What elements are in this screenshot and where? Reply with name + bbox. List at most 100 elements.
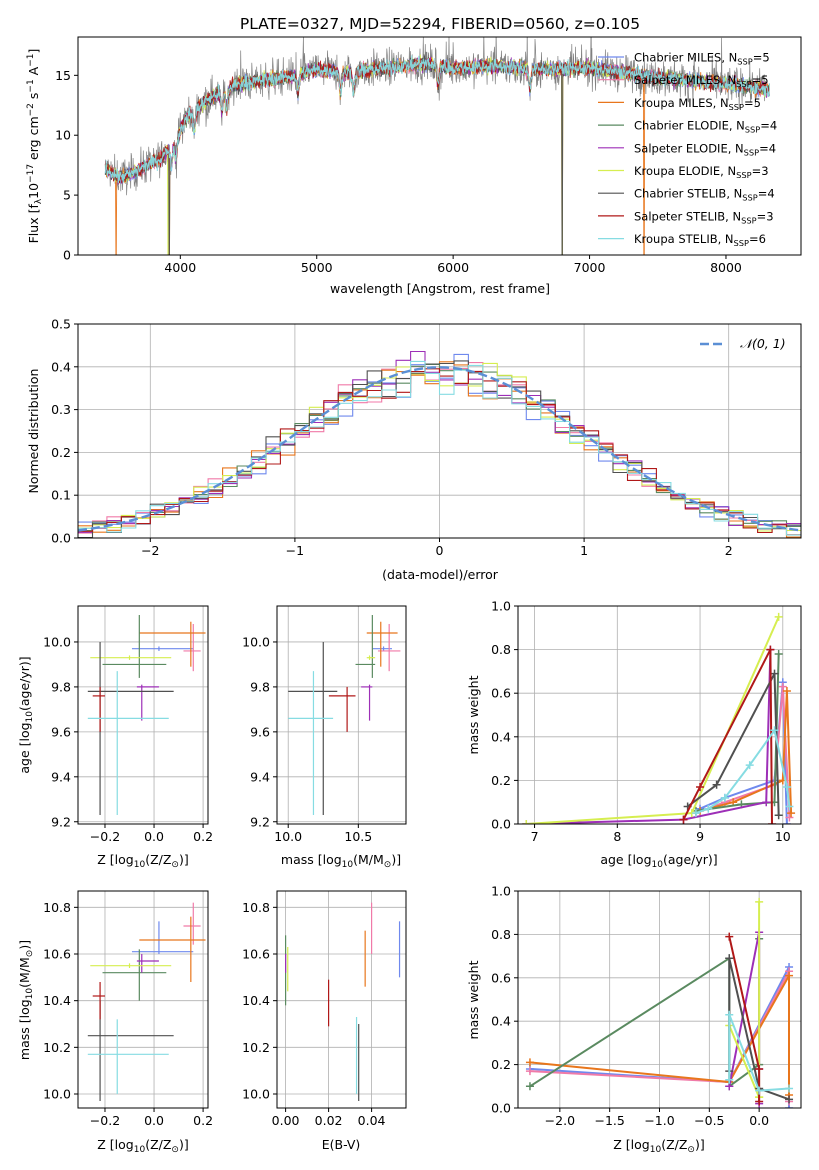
legend-entry-part: =5 xyxy=(752,73,769,87)
mass-weight-marker xyxy=(745,761,754,770)
mass-weight-marker xyxy=(782,687,791,696)
x-tick-label: 4000 xyxy=(164,260,196,275)
y-axis-label-part: A xyxy=(26,66,41,79)
mass-weight-marker xyxy=(679,815,688,824)
x-axis-label-part: )] xyxy=(695,1137,705,1152)
x-axis-label-part: mass [log xyxy=(281,852,342,867)
x-tick-label: 0.02 xyxy=(315,1113,343,1128)
x-axis-label: wavelength [Angstrom, rest frame] xyxy=(330,281,550,296)
x-axis-label: Z [log10(Z/Z⊙)] xyxy=(97,852,188,870)
plot-area xyxy=(78,606,208,824)
legend-entry-part: SSP xyxy=(734,238,749,248)
mass-weight-marker xyxy=(770,726,779,735)
y-tick-label: 9.8 xyxy=(250,679,270,694)
model-spectrum-line xyxy=(104,55,770,184)
x-axis-label: Z [log10(Z/Z⊙)] xyxy=(613,1137,704,1155)
mass-weight-line xyxy=(526,649,772,824)
x-axis-label: mass [log10(M/M⊙)] xyxy=(281,852,401,870)
data-layer xyxy=(525,897,794,1108)
x-tick-label: 5000 xyxy=(301,260,333,275)
legend-entry-part: SSP xyxy=(737,57,752,67)
y-tick-label: 0.1 xyxy=(51,488,71,503)
legend-entry-part: Kroupa STELIB, N xyxy=(634,232,734,246)
y-axis-label: mass [log10(M/M⊙)] xyxy=(17,940,35,1060)
axes-age-vs-mass: 10.0 10.5 9.2 9.4 9.6 9.8 10.0 mass [log10(M/M⊙… xyxy=(242,605,407,870)
y-tick-label: 10.2 xyxy=(242,1040,270,1055)
y-tick-label: 0.6 xyxy=(491,970,511,985)
mass-weight-marker xyxy=(785,971,794,980)
mass-weight-marker xyxy=(755,1064,764,1073)
x-tick-label: 0.0 xyxy=(144,1113,164,1128)
legend-entry-part: SSP xyxy=(742,193,757,203)
mass-weight-marker xyxy=(720,793,729,802)
axes-mass-vs-Z: −0.2 0.0 0.210.010.210.410.610.8Z [log10(Z… xyxy=(17,890,213,1155)
mass-weight-marker xyxy=(525,1067,534,1076)
legend-entry: Salpeter MILES, NSSP=5 xyxy=(634,73,769,89)
histogram-step-line xyxy=(78,360,801,536)
mass-weight-line xyxy=(728,1013,790,1092)
legend-entry: Kroupa ELODIE, NSSP=3 xyxy=(634,164,769,180)
x-axis-label-part: ⊙ xyxy=(384,860,392,870)
y-axis-label-part: age [log xyxy=(17,722,32,773)
y-tick-label: 9.4 xyxy=(51,769,71,784)
y-axis-label-part: −17 xyxy=(26,164,36,183)
x-tick-label: 6000 xyxy=(437,260,469,275)
legend-entry-part: SSP xyxy=(729,102,744,112)
y-axis-label: Normed distribution xyxy=(26,369,41,494)
mass-weight-marker xyxy=(725,954,734,963)
y-axis-label-part: −1 xyxy=(26,54,36,67)
x-axis-label-part: )] xyxy=(179,852,189,867)
mass-weight-marker xyxy=(712,780,721,789)
y-tick-label: 5 xyxy=(63,188,71,203)
legend-entry-part: SSP xyxy=(744,147,759,157)
mass-weight-marker xyxy=(774,612,783,621)
mass-weight-marker xyxy=(770,669,779,678)
plot-area xyxy=(78,891,208,1108)
y-tick-label: 9.6 xyxy=(51,724,71,739)
x-axis-label-part: 10 xyxy=(342,860,354,870)
y-tick-label: 10.8 xyxy=(242,900,270,915)
plot-area xyxy=(277,606,406,824)
x-tick-label: 2 xyxy=(725,543,733,558)
mass-weight-marker xyxy=(755,897,764,906)
mass-weight-marker xyxy=(755,1086,764,1095)
data-layer xyxy=(78,350,801,538)
x-axis-label-part: ⊙ xyxy=(171,860,179,870)
data-layer xyxy=(522,612,796,824)
y-tick-label: 0.2 xyxy=(491,773,511,788)
y-tick-label: 0.3 xyxy=(51,402,71,417)
legend-entry-part: SSP xyxy=(736,79,751,89)
x-axis-label-part: 10 xyxy=(652,860,664,870)
figure-title: PLATE=0327, MJD=52294, FIBERID=0560, z=0… xyxy=(240,15,640,33)
axis-layer: −2 −1 0 1 2 0.0 0.1 0.2 0.3 0.4 0.5 (data-model)/er… xyxy=(26,317,802,582)
y-tick-label: 10.4 xyxy=(242,993,270,1008)
legend-entry-part: SSP xyxy=(745,125,760,135)
x-axis-label-part: 10 xyxy=(134,1145,146,1155)
legend-entry-part: Salpeter MILES, N xyxy=(634,73,736,87)
y-tick-label: 9.2 xyxy=(250,814,270,829)
x-axis-label-part: age [log xyxy=(600,852,651,867)
legend-entry-part: Chabrier STELIB, N xyxy=(634,187,742,201)
axes-mass-vs-EBV: 0.00 0.02 0.04 10.0 10.2 10.4 10.6 10.8 E(B-V) xyxy=(242,890,407,1152)
y-tick-label: 10.0 xyxy=(43,1087,71,1102)
y-axis-label-part: 10 xyxy=(25,711,35,723)
axis-layer: 10.0 10.5 9.2 9.4 9.6 9.8 10.0 mass [log10(M/M⊙… xyxy=(242,605,407,870)
mass-weight-marker xyxy=(785,1084,794,1093)
mass-weight-marker xyxy=(787,809,796,818)
y-tick-label: 10.0 xyxy=(242,1087,270,1102)
y-tick-label: 0.4 xyxy=(51,359,71,374)
x-tick-label: −2 xyxy=(141,543,159,558)
legend-entry-part: Salpeter STELIB, N xyxy=(634,209,741,223)
x-tick-label: 0.04 xyxy=(358,1113,386,1128)
x-tick-label: 0.0 xyxy=(144,829,164,844)
axis-layer: 0.00 0.02 0.04 10.0 10.2 10.4 10.6 10.8 E(B-V) xyxy=(242,890,407,1152)
y-axis-label-part: (M/M xyxy=(17,957,32,988)
x-axis-label: E(B-V) xyxy=(322,1137,361,1152)
y-tick-label: 0.2 xyxy=(491,1057,511,1072)
mass-weight-marker xyxy=(782,820,791,824)
x-axis-label-part: Z [log xyxy=(97,1137,133,1152)
axis-layer: −0.2 0.0 0.29.29.49.69.810.0Z [log10(Z/Z⊙)… xyxy=(17,605,213,870)
gaussian-reference-line xyxy=(78,366,801,532)
